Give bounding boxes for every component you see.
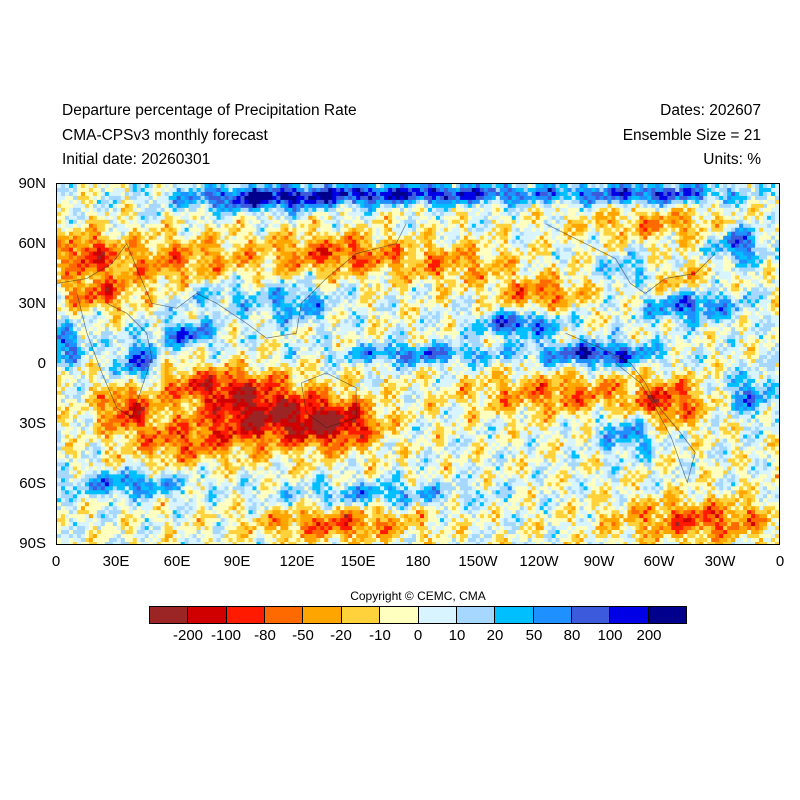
lon-label-60w: 60W [643, 553, 675, 570]
lon-label-30w: 30W [704, 553, 736, 570]
colorbar-label: 0 [413, 627, 423, 644]
colorbar-swatch [533, 607, 572, 623]
lon-label-150w: 150W [458, 553, 498, 570]
colorbar-label: 50 [525, 627, 543, 644]
colorbar-swatch [380, 607, 419, 623]
colorbar-swatch [303, 607, 342, 623]
colorbar-label: 100 [597, 627, 623, 644]
lon-label-0: 0 [51, 553, 61, 570]
model-subtitle: CMA-CPSv3 monthly forecast [62, 127, 268, 144]
colorbar-legend [149, 606, 687, 624]
lat-label-60n: 60N [18, 235, 46, 252]
ensemble-size-label: Ensemble Size = 21 [622, 127, 761, 144]
lat-label-60s: 60S [19, 475, 46, 492]
colorbar-label: -200 [172, 627, 204, 644]
lat-label-90s: 90S [19, 535, 46, 552]
lon-label-60e: 60E [163, 553, 191, 570]
lat-label-equator: 0 [37, 355, 46, 372]
colorbar-swatch [265, 607, 304, 623]
colorbar-label: 200 [636, 627, 662, 644]
colorbar-swatch [648, 607, 687, 623]
lat-label-90n: 90N [18, 175, 46, 192]
lat-label-30s: 30S [19, 415, 46, 432]
colorbar-swatch [188, 607, 227, 623]
dates-label: Dates: 202607 [660, 102, 761, 119]
colorbar-label: 80 [563, 627, 581, 644]
units-label: Units: % [703, 151, 761, 168]
colorbar-label: -50 [292, 627, 314, 644]
colorbar-label: 10 [448, 627, 466, 644]
colorbar-label: -100 [210, 627, 242, 644]
map-title: Departure percentage of Precipitation Ra… [62, 102, 357, 119]
lon-label-180: 180 [405, 553, 431, 570]
lon-label-90w: 90W [583, 553, 615, 570]
colorbar-swatch [418, 607, 457, 623]
colorbar-swatch [150, 607, 189, 623]
colorbar-label: -20 [330, 627, 352, 644]
copyright-notice: Copyright © CEMC, CMA [350, 589, 486, 603]
colorbar-label: 20 [486, 627, 504, 644]
precipitation-anomaly-map [56, 183, 780, 545]
colorbar-swatch [610, 607, 649, 623]
lon-label-120e: 120E [279, 553, 315, 570]
lon-label-120w: 120W [519, 553, 559, 570]
colorbar-label: -80 [254, 627, 276, 644]
lon-label-90e: 90E [223, 553, 251, 570]
colorbar-swatch [456, 607, 496, 623]
initial-date-label: Initial date: 20260301 [62, 151, 211, 168]
lon-label-150e: 150E [340, 553, 376, 570]
colorbar-swatch [226, 607, 266, 623]
colorbar-swatch [571, 607, 611, 623]
colorbar-swatch [495, 607, 534, 623]
colorbar-swatch [341, 607, 381, 623]
map-field [57, 184, 779, 544]
lon-label-0-east: 0 [775, 553, 785, 570]
colorbar-label: -10 [369, 627, 391, 644]
lon-label-30e: 30E [102, 553, 130, 570]
lat-label-30n: 30N [18, 295, 46, 312]
